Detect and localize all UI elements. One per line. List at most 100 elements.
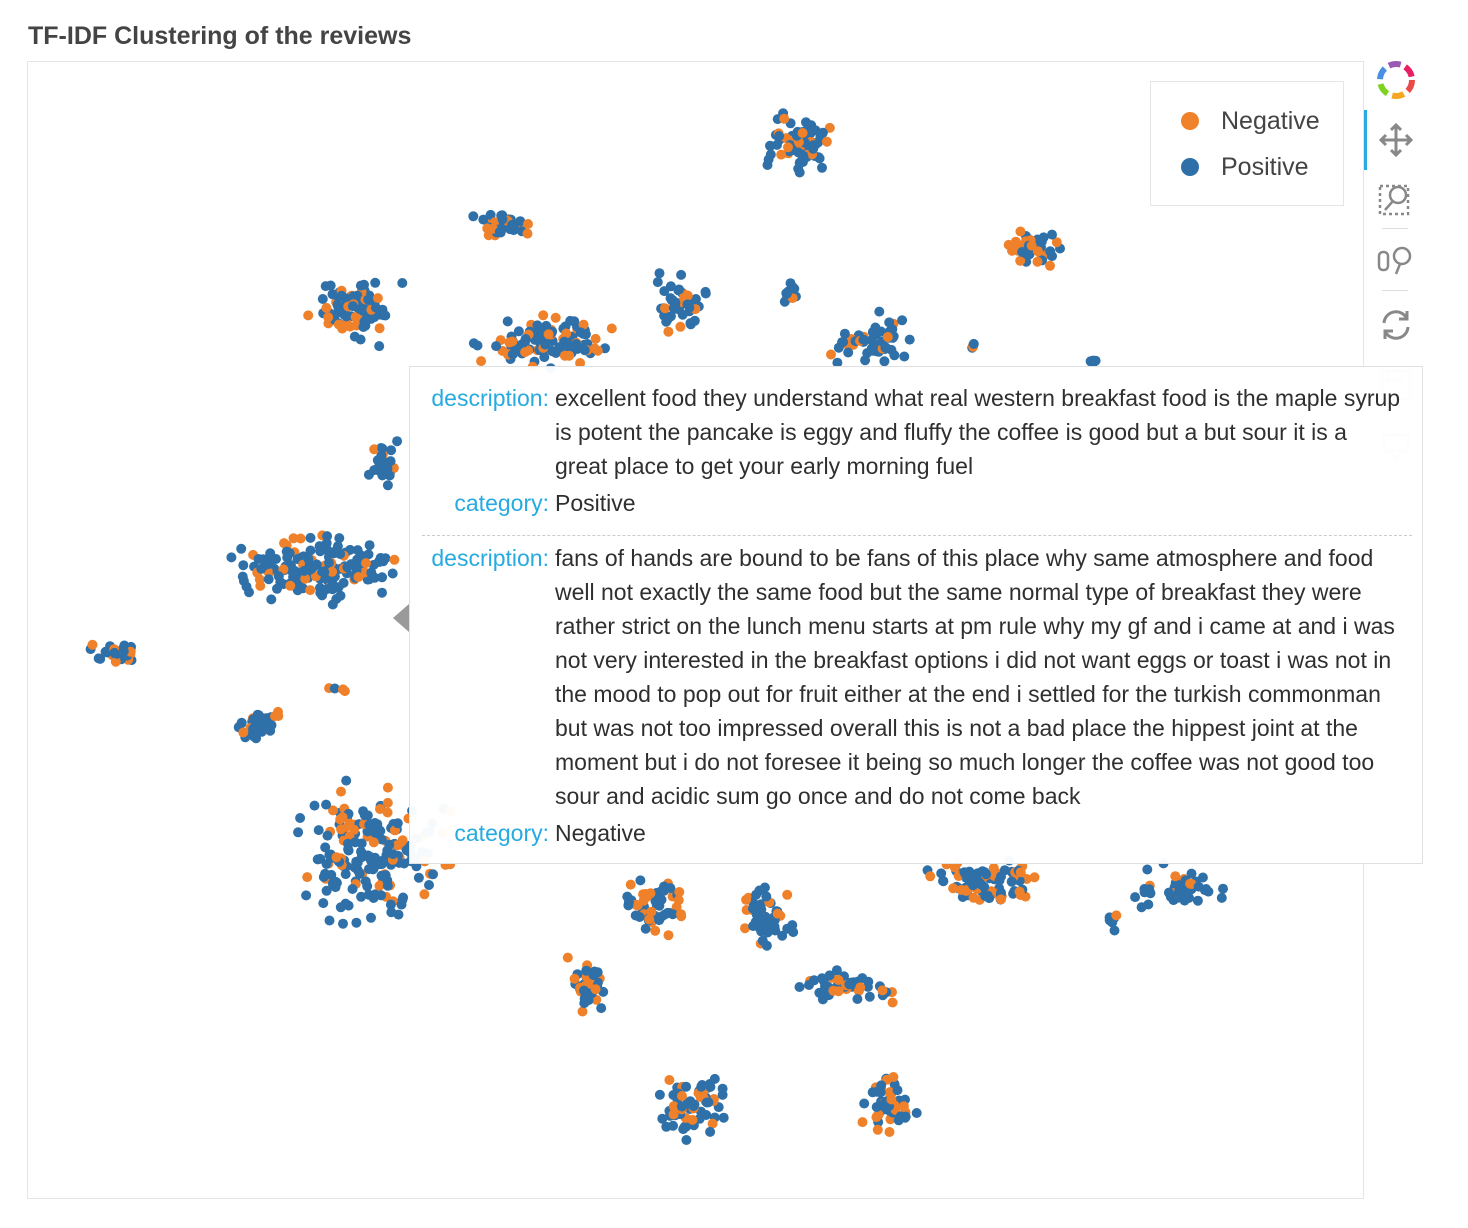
point-negative[interactable] [238,727,249,738]
point-negative[interactable] [996,894,1006,905]
point-positive[interactable] [794,982,805,992]
point-positive[interactable] [397,278,408,288]
point-positive[interactable] [266,594,277,605]
point-positive[interactable] [701,1110,712,1120]
point-positive[interactable] [864,991,875,1002]
point-negative[interactable] [779,113,790,124]
point-positive[interactable] [696,1081,707,1092]
point-negative[interactable] [520,347,531,358]
point-negative[interactable] [369,444,380,455]
point-negative[interactable] [335,814,346,825]
point-negative[interactable] [561,328,572,339]
point-positive[interactable] [260,559,271,570]
point-positive[interactable] [376,859,387,870]
point-negative[interactable] [270,711,280,722]
point-positive[interactable] [1047,229,1057,240]
point-positive[interactable] [1142,864,1153,875]
point-positive[interactable] [911,1108,922,1118]
point-positive[interactable] [575,327,586,338]
point-negative[interactable] [569,973,580,984]
point-positive[interactable] [761,940,772,951]
point-positive[interactable] [314,541,325,552]
point-negative[interactable] [389,554,400,565]
point-positive[interactable] [900,1112,911,1123]
point-positive[interactable] [363,850,374,861]
point-positive[interactable] [366,912,376,923]
point-negative[interactable] [327,566,338,577]
point-positive[interactable] [688,1101,699,1112]
point-negative[interactable] [507,336,518,347]
point-positive[interactable] [817,127,828,138]
point-positive[interactable] [413,872,424,883]
point-positive[interactable] [363,294,374,305]
point-negative[interactable] [110,656,121,667]
point-positive[interactable] [839,328,850,339]
point-positive[interactable] [329,683,340,694]
point-positive[interactable] [1218,883,1228,894]
point-positive[interactable] [832,357,843,368]
point-positive[interactable] [676,269,687,280]
point-positive[interactable] [1192,895,1203,906]
point-negative[interactable] [564,350,575,361]
point-positive[interactable] [319,567,330,578]
point-negative[interactable] [677,1091,687,1101]
point-negative[interactable] [741,894,752,905]
point-negative[interactable] [288,533,299,544]
point-negative[interactable] [1015,226,1026,237]
point-positive[interactable] [814,153,825,164]
point-positive[interactable] [981,869,992,880]
point-positive[interactable] [761,891,772,902]
point-positive[interactable] [305,564,316,575]
point-positive[interactable] [349,331,360,342]
point-positive[interactable] [779,296,790,307]
point-negative[interactable] [782,889,793,900]
point-positive[interactable] [681,1135,692,1145]
point-negative[interactable] [87,639,98,650]
point-positive[interactable] [384,839,395,850]
point-positive[interactable] [478,214,489,225]
point-positive[interactable] [897,315,908,326]
point-negative[interactable] [1185,878,1196,889]
point-positive[interactable] [889,350,900,361]
point-positive[interactable] [392,818,403,829]
point-positive[interactable] [363,864,374,875]
point-negative[interactable] [523,219,533,229]
point-positive[interactable] [320,868,331,879]
point-positive[interactable] [756,918,767,929]
point-positive[interactable] [377,443,388,454]
point-positive[interactable] [320,281,331,292]
point-negative[interactable] [956,884,967,895]
point-positive[interactable] [1145,888,1156,899]
point-positive[interactable] [1216,892,1227,903]
point-positive[interactable] [652,277,663,288]
point-negative[interactable] [372,293,383,304]
point-positive[interactable] [327,289,338,300]
point-positive[interactable] [994,875,1005,886]
point-negative[interactable] [382,797,393,808]
point-positive[interactable] [369,465,380,476]
point-positive[interactable] [1201,884,1212,894]
point-negative[interactable] [482,223,493,234]
point-positive[interactable] [884,317,895,328]
point-negative[interactable] [898,1101,909,1112]
point-positive[interactable] [788,927,799,938]
point-positive[interactable] [700,288,711,299]
point-negative[interactable] [550,312,561,323]
point-positive[interactable] [534,326,545,337]
point-positive[interactable] [517,339,528,350]
point-positive[interactable] [507,349,518,360]
point-negative[interactable] [368,837,379,848]
point-positive[interactable] [317,294,328,304]
point-negative[interactable] [345,321,355,332]
point-positive[interactable] [386,907,397,918]
point-positive[interactable] [571,339,582,349]
point-negative[interactable] [374,323,385,334]
point-positive[interactable] [772,139,782,150]
point-negative[interactable] [968,892,979,903]
point-negative[interactable] [872,1124,883,1135]
point-negative[interactable] [578,319,589,330]
point-positive[interactable] [539,352,550,363]
point-positive[interactable] [374,341,385,352]
point-positive[interactable] [1173,887,1184,898]
point-positive[interactable] [303,554,314,565]
